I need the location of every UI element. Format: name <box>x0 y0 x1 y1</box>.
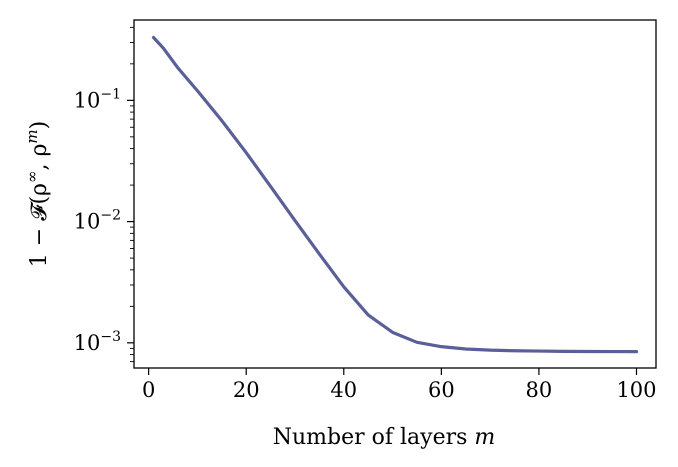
x-axis-label-variable: m <box>474 425 495 450</box>
x-axis-label: Number of layers m <box>273 425 496 450</box>
x-tick-label: 20 <box>233 378 260 402</box>
y-axis-label: 1 − 𝓕(ρ∞, ρm) <box>23 121 52 267</box>
x-tick-label: 60 <box>428 378 455 402</box>
ticks: 0 20 40 60 80 100 10−3 10−2 10−1 <box>74 26 657 402</box>
plot-frame <box>133 19 657 369</box>
x-tick-label: 40 <box>330 378 357 402</box>
data-line <box>151 35 639 354</box>
x-tick-label: 0 <box>142 378 155 402</box>
y-tick-label: 10−1 <box>74 86 121 112</box>
x-axis-label-text: Number of layers <box>273 425 468 450</box>
x-tick-label: 100 <box>616 378 656 402</box>
y-axis-label-mid: , ρ <box>27 144 52 171</box>
y-axis-label-suffix: ) <box>27 121 52 130</box>
y-tick-label: 10−2 <box>74 208 121 234</box>
y-axis-label-prefix: 1 − 𝓕(ρ <box>27 183 52 267</box>
y-axis-label-sup1: ∞ <box>23 171 41 184</box>
y-tick-label: 10−3 <box>74 329 121 355</box>
x-tick-label: 80 <box>526 378 553 402</box>
y-axis-label-sup2: m <box>23 129 41 143</box>
